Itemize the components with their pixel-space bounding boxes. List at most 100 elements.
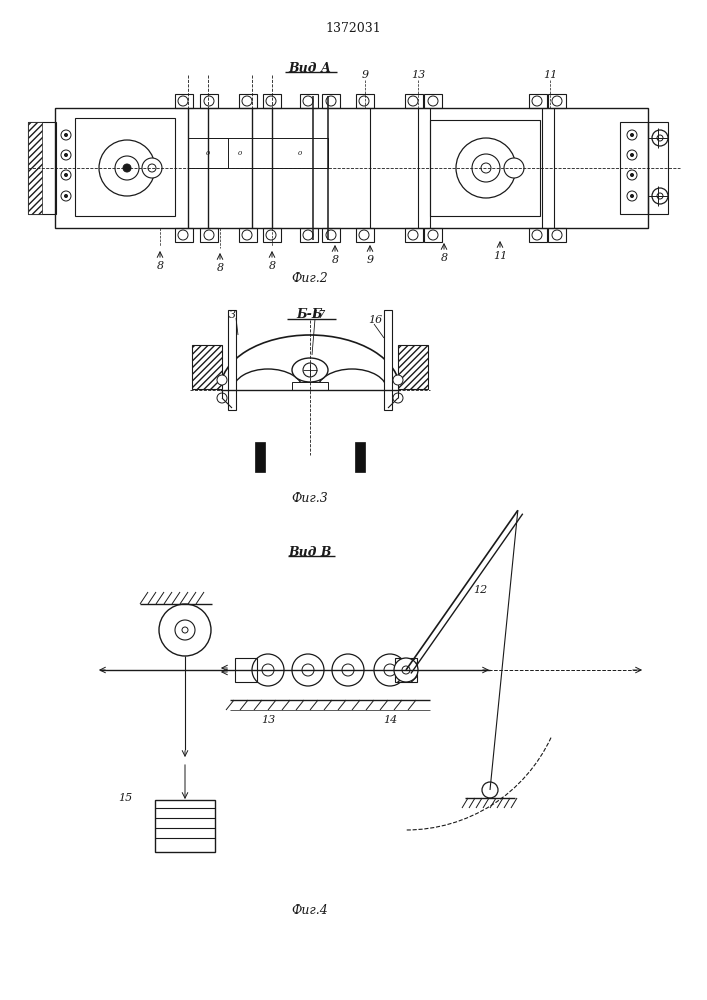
Circle shape <box>552 96 562 106</box>
Text: Фиг.4: Фиг.4 <box>291 904 328 916</box>
Circle shape <box>456 138 516 198</box>
Bar <box>395 658 417 682</box>
Bar <box>384 310 392 410</box>
Circle shape <box>64 174 67 176</box>
Circle shape <box>631 194 633 198</box>
Text: 8: 8 <box>269 261 276 271</box>
Bar <box>200 228 218 242</box>
Circle shape <box>657 193 663 199</box>
Text: 1372031: 1372031 <box>325 21 381 34</box>
Bar <box>405 94 423 108</box>
Circle shape <box>64 133 67 136</box>
Circle shape <box>204 230 214 240</box>
Circle shape <box>178 96 188 106</box>
Circle shape <box>384 664 396 676</box>
Bar <box>200 94 218 108</box>
Circle shape <box>402 666 410 674</box>
Circle shape <box>374 654 406 686</box>
Ellipse shape <box>292 358 328 382</box>
Circle shape <box>252 654 284 686</box>
Circle shape <box>627 191 637 201</box>
Bar <box>263 94 281 108</box>
Bar <box>175 228 193 242</box>
Circle shape <box>326 230 336 240</box>
Circle shape <box>627 170 637 180</box>
Bar <box>430 120 540 216</box>
Circle shape <box>408 96 418 106</box>
Text: Вид А: Вид А <box>288 62 332 75</box>
Text: o: o <box>206 149 210 157</box>
Bar <box>239 94 257 108</box>
Circle shape <box>627 150 637 160</box>
Circle shape <box>631 153 633 156</box>
Bar <box>548 228 566 242</box>
Circle shape <box>652 130 668 146</box>
Circle shape <box>393 393 403 403</box>
Text: 9: 9 <box>361 70 368 80</box>
Circle shape <box>657 135 663 141</box>
Circle shape <box>652 188 668 204</box>
Circle shape <box>61 150 71 160</box>
Circle shape <box>266 230 276 240</box>
Bar <box>75 118 175 216</box>
Bar <box>208 138 272 168</box>
Circle shape <box>393 375 403 385</box>
Bar <box>529 228 547 242</box>
Bar <box>424 228 442 242</box>
Circle shape <box>482 782 498 798</box>
Bar <box>355 442 365 472</box>
Text: 13: 13 <box>411 70 425 80</box>
Bar <box>155 800 215 852</box>
Bar <box>300 94 318 108</box>
Text: Вид В: Вид В <box>288 546 332 558</box>
Circle shape <box>532 96 542 106</box>
Text: 15: 15 <box>118 793 132 803</box>
Circle shape <box>481 163 491 173</box>
Circle shape <box>303 96 313 106</box>
Text: 16: 16 <box>368 315 382 325</box>
Circle shape <box>472 154 500 182</box>
Circle shape <box>204 96 214 106</box>
Circle shape <box>217 375 227 385</box>
Circle shape <box>428 230 438 240</box>
Text: o: o <box>298 149 302 157</box>
Circle shape <box>303 363 317 377</box>
Text: 12: 12 <box>473 585 487 595</box>
Text: 13: 13 <box>261 715 275 725</box>
Bar <box>28 122 56 214</box>
Circle shape <box>262 664 274 676</box>
Bar <box>356 94 374 108</box>
Bar <box>239 228 257 242</box>
Bar <box>272 138 328 168</box>
Circle shape <box>182 627 188 633</box>
Text: Фиг.3: Фиг.3 <box>291 491 328 504</box>
Circle shape <box>64 194 67 198</box>
Text: o: o <box>238 149 242 157</box>
Circle shape <box>242 96 252 106</box>
Circle shape <box>292 654 324 686</box>
Circle shape <box>178 230 188 240</box>
Text: 14: 14 <box>383 715 397 725</box>
Bar <box>28 122 42 214</box>
Text: Фиг.2: Фиг.2 <box>291 271 328 284</box>
Circle shape <box>61 170 71 180</box>
Circle shape <box>359 96 369 106</box>
Circle shape <box>175 620 195 640</box>
Bar <box>529 94 547 108</box>
Circle shape <box>148 164 156 172</box>
Circle shape <box>266 96 276 106</box>
Circle shape <box>242 230 252 240</box>
Circle shape <box>504 158 524 178</box>
Bar <box>228 310 236 410</box>
Circle shape <box>61 191 71 201</box>
Text: Б-Б: Б-Б <box>297 308 323 322</box>
Circle shape <box>303 230 313 240</box>
Text: 8: 8 <box>156 261 163 271</box>
Bar <box>175 94 193 108</box>
Circle shape <box>142 158 162 178</box>
Text: 8: 8 <box>440 253 448 263</box>
Bar <box>648 122 668 214</box>
Bar <box>192 345 222 389</box>
Circle shape <box>64 153 67 156</box>
Text: 11: 11 <box>493 251 507 261</box>
